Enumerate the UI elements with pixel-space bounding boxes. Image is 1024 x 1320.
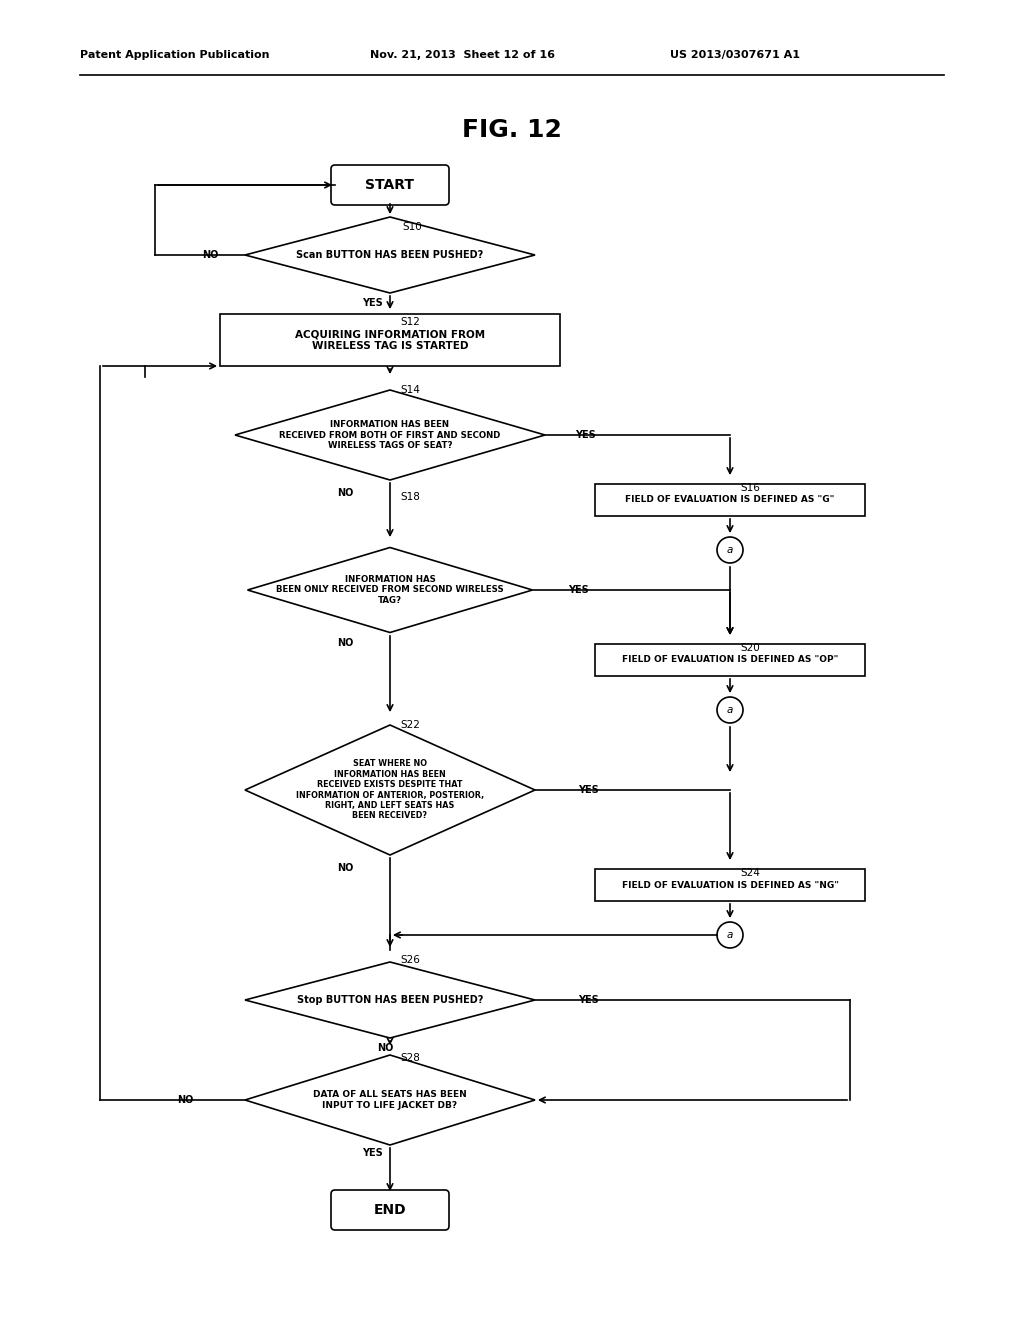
Text: NO: NO	[202, 249, 218, 260]
Text: S28: S28	[400, 1053, 420, 1063]
Circle shape	[717, 697, 743, 723]
Polygon shape	[245, 962, 535, 1038]
Text: Patent Application Publication: Patent Application Publication	[80, 50, 269, 59]
Text: a: a	[727, 931, 733, 940]
Text: a: a	[727, 705, 733, 715]
Text: FIG. 12: FIG. 12	[462, 117, 562, 143]
Text: YES: YES	[574, 430, 595, 440]
Text: S18: S18	[400, 492, 420, 502]
Text: US 2013/0307671 A1: US 2013/0307671 A1	[670, 50, 800, 59]
Text: Stop BUTTON HAS BEEN PUSHED?: Stop BUTTON HAS BEEN PUSHED?	[297, 995, 483, 1005]
Text: FIELD OF EVALUATION IS DEFINED AS "G": FIELD OF EVALUATION IS DEFINED AS "G"	[626, 495, 835, 504]
Text: S26: S26	[400, 954, 420, 965]
FancyBboxPatch shape	[331, 1191, 449, 1230]
Text: S22: S22	[400, 719, 420, 730]
Text: SEAT WHERE NO
INFORMATION HAS BEEN
RECEIVED EXISTS DESPITE THAT
INFORMATION OF A: SEAT WHERE NO INFORMATION HAS BEEN RECEI…	[296, 759, 484, 821]
Bar	[595, 869, 865, 902]
Text: S12: S12	[400, 317, 420, 327]
Text: YES: YES	[578, 785, 598, 795]
Text: YES: YES	[567, 585, 589, 595]
Bar	[220, 314, 560, 366]
Bar	[595, 644, 865, 676]
Polygon shape	[245, 216, 535, 293]
Text: START: START	[366, 178, 415, 191]
Polygon shape	[245, 725, 535, 855]
Text: S20: S20	[740, 643, 760, 653]
Circle shape	[717, 537, 743, 564]
Text: S10: S10	[402, 222, 422, 232]
Text: NO: NO	[337, 638, 353, 648]
Polygon shape	[245, 1055, 535, 1144]
Text: YES: YES	[361, 1148, 382, 1158]
Text: FIELD OF EVALUATION IS DEFINED AS "NG": FIELD OF EVALUATION IS DEFINED AS "NG"	[622, 880, 839, 890]
Text: S16: S16	[740, 483, 760, 492]
Text: NO: NO	[377, 1043, 393, 1053]
FancyBboxPatch shape	[331, 165, 449, 205]
Text: Scan BUTTON HAS BEEN PUSHED?: Scan BUTTON HAS BEEN PUSHED?	[296, 249, 483, 260]
Text: FIELD OF EVALUATION IS DEFINED AS "OP": FIELD OF EVALUATION IS DEFINED AS "OP"	[622, 656, 839, 664]
Text: Nov. 21, 2013  Sheet 12 of 16: Nov. 21, 2013 Sheet 12 of 16	[370, 50, 555, 59]
Text: DATA OF ALL SEATS HAS BEEN
INPUT TO LIFE JACKET DB?: DATA OF ALL SEATS HAS BEEN INPUT TO LIFE…	[313, 1090, 467, 1110]
Text: YES: YES	[578, 995, 598, 1005]
Text: YES: YES	[361, 298, 382, 308]
Text: INFORMATION HAS
BEEN ONLY RECEIVED FROM SECOND WIRELESS
TAG?: INFORMATION HAS BEEN ONLY RECEIVED FROM …	[276, 576, 504, 605]
Circle shape	[717, 921, 743, 948]
Bar	[595, 484, 865, 516]
Text: NO: NO	[337, 863, 353, 873]
Polygon shape	[248, 548, 532, 632]
Text: S24: S24	[740, 869, 760, 878]
Text: INFORMATION HAS BEEN
RECEIVED FROM BOTH OF FIRST AND SECOND
WIRELESS TAGS OF SEA: INFORMATION HAS BEEN RECEIVED FROM BOTH …	[280, 420, 501, 450]
Text: ACQUIRING INFORMATION FROM
WIRELESS TAG IS STARTED: ACQUIRING INFORMATION FROM WIRELESS TAG …	[295, 329, 485, 351]
Text: END: END	[374, 1203, 407, 1217]
Text: a: a	[727, 545, 733, 554]
Text: NO: NO	[337, 488, 353, 498]
Text: S14: S14	[400, 385, 420, 395]
Polygon shape	[234, 389, 545, 480]
Text: NO: NO	[177, 1096, 194, 1105]
